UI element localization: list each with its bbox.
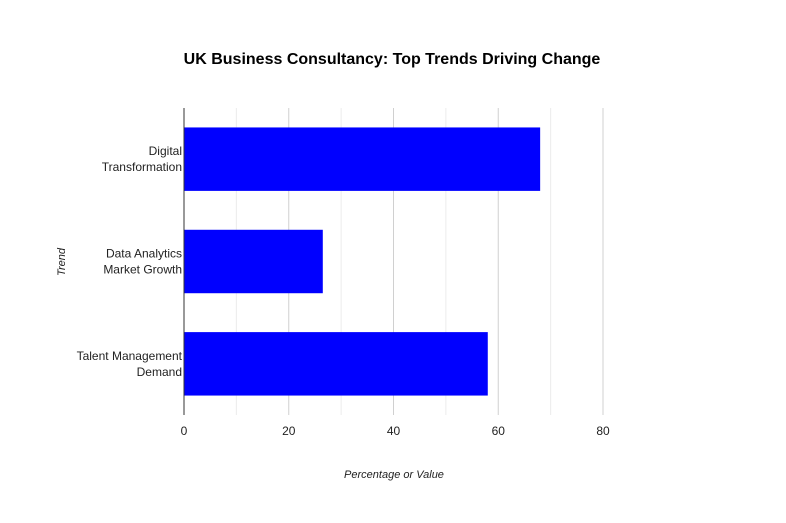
y-tick-label: Data Analytics Market Growth — [103, 247, 182, 277]
bar — [184, 229, 323, 294]
x-axis-title: Percentage or Value — [344, 469, 444, 481]
y-tick-label: Digital Transformation — [102, 144, 182, 174]
bar — [184, 127, 541, 191]
y-tick-label: Talent Management Demand — [77, 349, 183, 379]
chart-title: UK Business Consultancy: Top Trends Driv… — [184, 51, 601, 68]
y-axis-title: Trend — [56, 247, 68, 276]
y-tick-labels: Digital Transformation Data Analytics Marke… — [77, 144, 183, 379]
bar — [184, 332, 488, 396]
x-tick-label: 80 — [596, 424, 610, 438]
x-tick-label: 20 — [282, 424, 296, 438]
x-tick-label: 0 — [181, 424, 188, 438]
x-tick-labels: 0 20 40 60 80 — [181, 424, 610, 438]
x-tick-label: 60 — [492, 424, 506, 438]
x-tick-label: 40 — [387, 424, 401, 438]
bars — [184, 127, 541, 396]
